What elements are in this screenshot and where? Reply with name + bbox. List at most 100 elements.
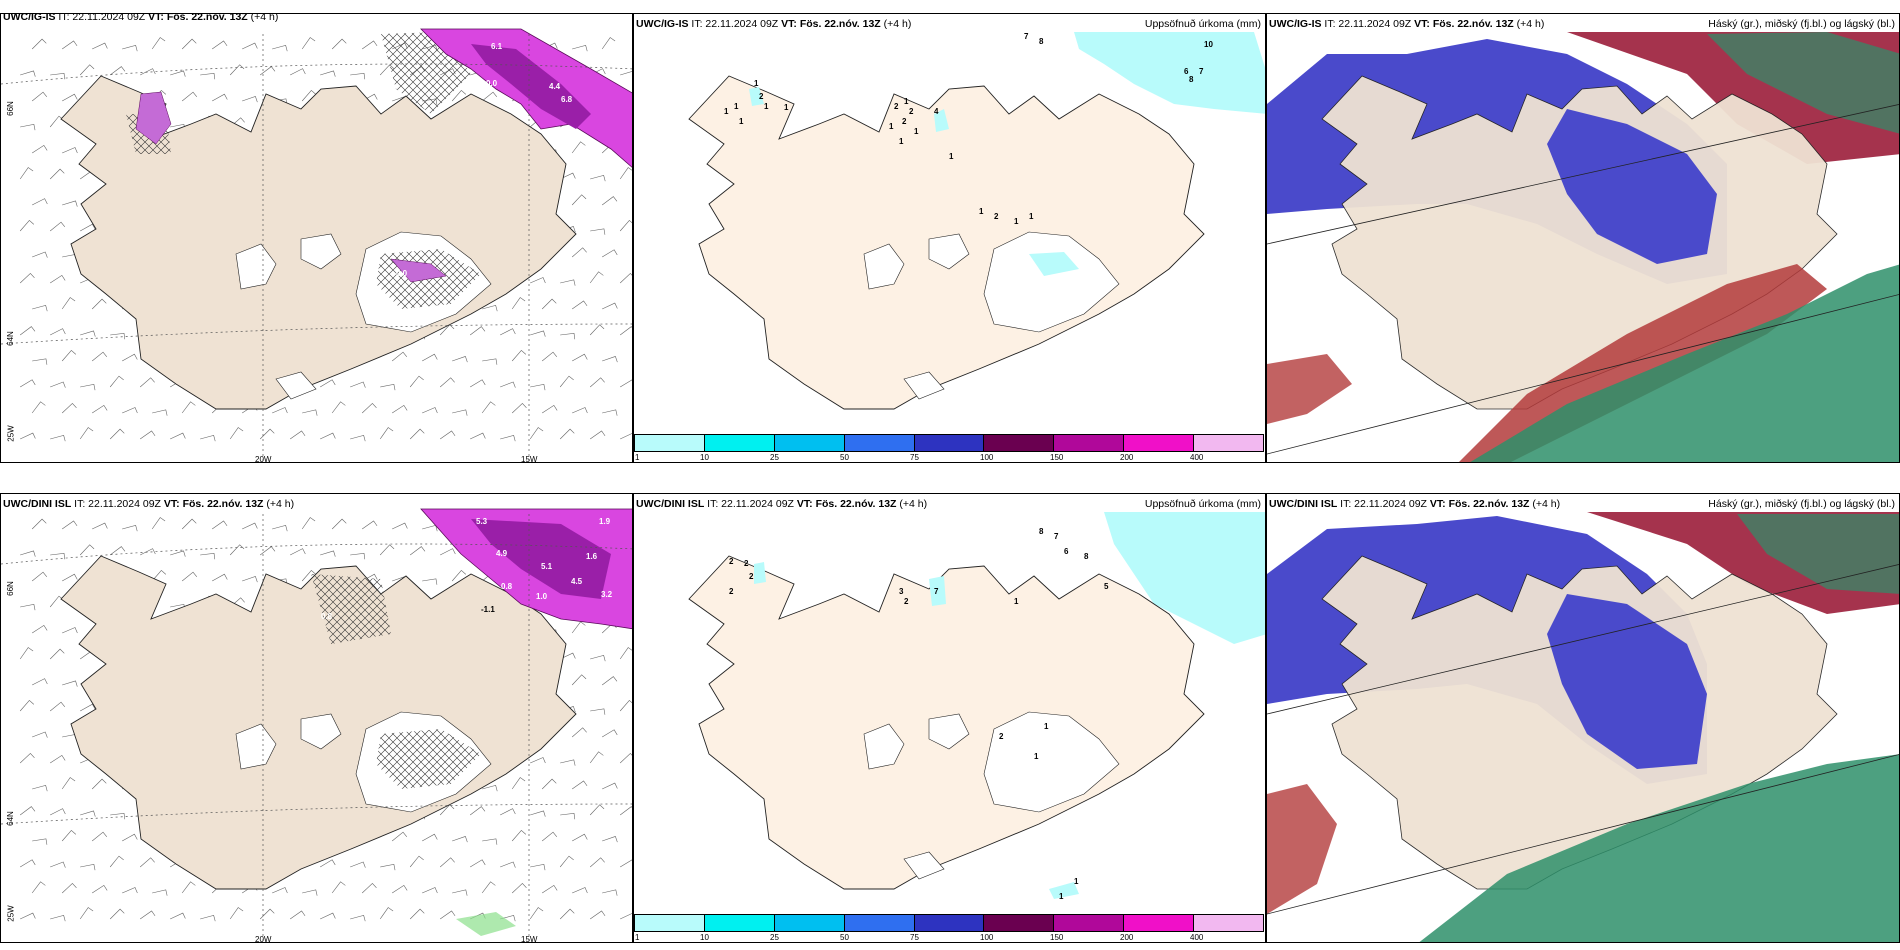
precip-value-label: 1 (1059, 892, 1064, 901)
panel-header: UWC/DINI ISL IT: 22.11.2024 09Z VT: Fös.… (636, 498, 927, 510)
wind-barb (391, 831, 408, 842)
wind-barb (620, 913, 632, 920)
wind-barb (49, 168, 65, 180)
glacier-myrdalsjokull (903, 851, 945, 880)
wind-barb (170, 550, 186, 557)
wind-barb (560, 332, 576, 340)
wind-barb (62, 147, 78, 154)
precip-area-vatnajokull (1029, 252, 1079, 276)
wind-barb (482, 358, 498, 365)
wind-barb (422, 833, 438, 842)
low-cloud-inland (1547, 594, 1707, 769)
legend-color-cell (1124, 915, 1195, 931)
wind-barb (49, 701, 66, 712)
wind-barb (91, 778, 107, 790)
wind-barb (31, 881, 46, 894)
wind-barb (19, 753, 35, 764)
wind-barb (211, 40, 228, 50)
valid-time: Fös. 22.nóv. 13Z (166, 13, 248, 23)
wind-barb (290, 68, 306, 76)
wind-barb (361, 883, 377, 894)
wind-barb (350, 915, 366, 922)
precip-value-label: 4 (934, 107, 939, 116)
wind-barb (559, 428, 575, 440)
legend-color-cell (1194, 915, 1264, 931)
high-cloud-southeast (1470, 264, 1899, 462)
wind-barb (229, 64, 245, 76)
snow-value: 0.0 (396, 269, 408, 278)
glacier-hofsjokull (300, 233, 342, 270)
legend-tick-label: 400 (1190, 933, 1204, 942)
wind-barb (439, 377, 455, 388)
wind-barb (242, 42, 258, 50)
wind-barb (619, 220, 632, 232)
wind-barb (422, 353, 438, 362)
legend-color-cell (1124, 435, 1195, 451)
wind-barb (481, 91, 498, 102)
wind-barb (61, 40, 78, 50)
wind-barb (20, 603, 36, 611)
wind-barb (170, 432, 186, 440)
wind-barb (302, 409, 318, 416)
wind-barb (61, 883, 77, 894)
model-name: UWC/DINI ISL (3, 498, 72, 510)
wind-barb (302, 889, 318, 896)
wind-barb (50, 808, 66, 816)
precip-value-label: 1 (724, 107, 729, 116)
precip-value-label: 1 (1029, 212, 1034, 221)
wind-barb (229, 544, 245, 556)
high-cloud-northeast (1707, 32, 1899, 134)
valid-time-label: VT: (148, 13, 164, 23)
wind-barb (541, 778, 557, 790)
wind-barb (589, 324, 605, 336)
wind-barb (380, 383, 396, 391)
lat-label-64n: 64N (5, 331, 15, 346)
legend-tick-label: 25 (770, 933, 779, 942)
wind-barb (61, 403, 77, 414)
wind-barb (259, 546, 276, 556)
wind-barb (331, 401, 346, 414)
wind-barb (572, 407, 588, 414)
precip-value-label: 1 (1034, 752, 1039, 761)
precip-value-label: 1 (1044, 722, 1049, 731)
precip-value-label: 1 (754, 79, 759, 88)
wind-barb (229, 907, 244, 920)
wind-barb (560, 812, 576, 820)
map-top-right (1267, 14, 1899, 462)
wind-barb (32, 838, 48, 845)
wind-barb (110, 812, 126, 820)
wind-barb (602, 302, 618, 310)
wind-barb (20, 550, 36, 557)
wind-barb (469, 379, 486, 388)
precip-value-label: 2 (894, 102, 899, 111)
precip-legend-top (634, 434, 1264, 452)
wind-barb (91, 351, 108, 362)
wind-barb (31, 38, 47, 50)
wind-barb (469, 806, 486, 816)
legend-tick-label: 1 (635, 933, 640, 942)
wind-barb (320, 550, 336, 557)
precip-value-label: 1 (1014, 217, 1019, 226)
precip-value-label: 2 (729, 557, 734, 566)
valid-time: Fös. 22.nóv. 13Z (1432, 18, 1514, 30)
wind-barb (50, 435, 66, 442)
legend-color-cell (844, 915, 915, 931)
wind-barb (200, 552, 216, 560)
wind-barb (439, 857, 455, 868)
panel-header: UWC/DINI ISL IT: 22.11.2024 09Z VT: Fös.… (1269, 498, 1560, 510)
snow-value: 3.2 (601, 590, 613, 599)
panel-top-right: UWC/IG-IS IT: 22.11.2024 09Z VT: Fös. 22… (1266, 13, 1900, 463)
wind-barb (62, 627, 78, 634)
legend-tick-label: 200 (1120, 933, 1134, 942)
wind-barb (572, 353, 588, 362)
legend-tick-label: 25 (770, 453, 779, 462)
wind-barb (469, 859, 486, 868)
wind-barb (80, 810, 96, 817)
wind-barb (530, 810, 546, 817)
snow-value: 6.1 (491, 42, 503, 51)
legend-tick-label: 100 (980, 933, 994, 942)
wind-barb (289, 910, 306, 920)
wind-barb (590, 655, 606, 662)
wind-barb (80, 863, 96, 871)
